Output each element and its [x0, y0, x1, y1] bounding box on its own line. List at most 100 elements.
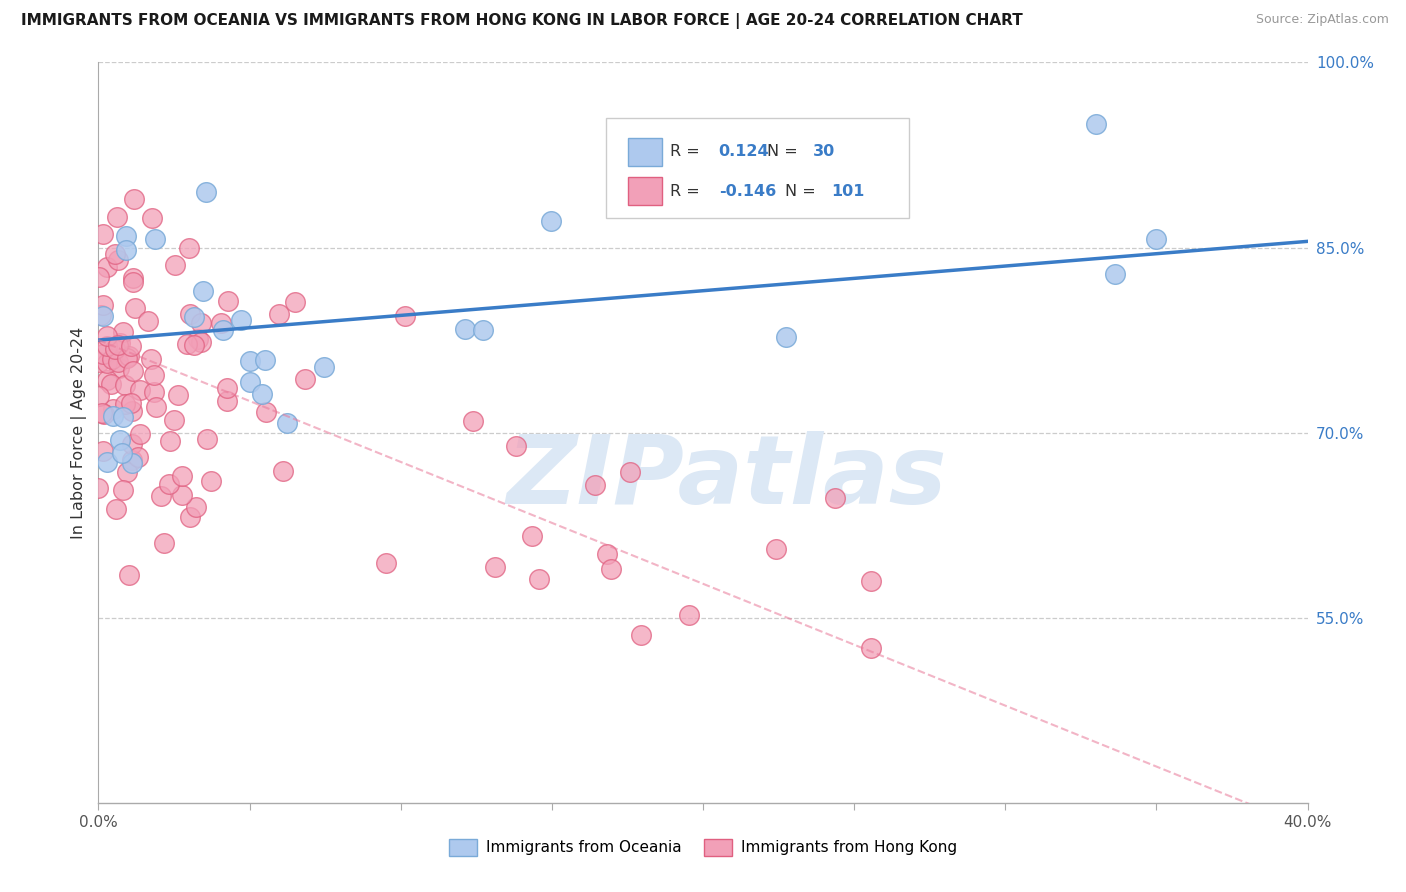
Point	[239, 375, 262, 389]
Point	[110, 336, 132, 351]
Point	[269, 307, 291, 321]
Point	[254, 405, 277, 419]
Text: 101: 101	[831, 184, 865, 199]
Point	[104, 502, 127, 516]
Point	[111, 483, 134, 497]
Point	[211, 323, 233, 337]
Point	[183, 310, 205, 324]
Legend: Immigrants from Oceania, Immigrants from Hong Kong: Immigrants from Oceania, Immigrants from…	[443, 833, 963, 862]
Point	[115, 351, 138, 365]
Point	[118, 350, 141, 364]
Point	[166, 388, 188, 402]
Point	[184, 500, 207, 515]
Point	[127, 450, 149, 464]
Point	[91, 406, 114, 420]
Point	[91, 227, 114, 242]
Point	[145, 400, 167, 414]
Point	[120, 338, 142, 352]
Point	[463, 414, 485, 428]
Text: R =: R =	[671, 145, 706, 160]
Point	[87, 354, 110, 368]
Point	[374, 556, 396, 570]
Point	[136, 314, 159, 328]
Point	[107, 252, 129, 267]
Point	[165, 258, 187, 272]
Point	[103, 409, 125, 423]
Point	[96, 356, 118, 370]
Point	[529, 572, 551, 586]
Point	[121, 453, 143, 467]
Point	[115, 244, 138, 258]
Point	[454, 321, 477, 335]
Point	[472, 322, 495, 336]
Point	[91, 309, 114, 323]
Point	[200, 474, 222, 488]
Point	[121, 457, 143, 471]
Point	[91, 443, 114, 458]
Point	[153, 535, 176, 549]
Point	[215, 393, 238, 408]
Point	[93, 407, 115, 421]
Point	[122, 364, 145, 378]
Point	[254, 352, 277, 367]
Point	[860, 574, 883, 589]
Point	[179, 307, 201, 321]
Point	[115, 465, 138, 479]
Point	[111, 410, 134, 425]
Point	[765, 541, 787, 556]
Point	[121, 404, 143, 418]
Point	[1085, 117, 1108, 131]
Point	[100, 377, 122, 392]
Point	[747, 183, 769, 197]
Point	[87, 481, 110, 495]
Point	[100, 351, 122, 366]
Point	[775, 330, 797, 344]
Point	[104, 247, 127, 261]
Point	[276, 416, 298, 430]
Point	[484, 559, 506, 574]
Point	[141, 211, 163, 225]
Point	[118, 567, 141, 582]
Text: N =: N =	[785, 184, 821, 199]
FancyBboxPatch shape	[628, 177, 662, 205]
Point	[107, 360, 129, 375]
Point	[179, 509, 201, 524]
Point	[108, 433, 131, 447]
Point	[105, 210, 128, 224]
Point	[142, 368, 165, 382]
Point	[96, 260, 118, 274]
Point	[101, 402, 124, 417]
Point	[394, 309, 416, 323]
Point	[630, 628, 652, 642]
Point	[860, 640, 883, 655]
Point	[129, 426, 152, 441]
Point	[540, 213, 562, 227]
Point	[215, 381, 238, 395]
Point	[239, 354, 262, 368]
Point	[619, 465, 641, 479]
Point	[183, 338, 205, 352]
Point	[522, 529, 544, 543]
Point	[122, 271, 145, 285]
Point	[104, 342, 127, 356]
Point	[284, 295, 307, 310]
Point	[115, 229, 138, 244]
Point	[600, 562, 623, 576]
Text: ZIPatlas: ZIPatlas	[508, 431, 948, 524]
Point	[112, 325, 135, 339]
Point	[190, 316, 212, 330]
Point	[596, 547, 619, 561]
FancyBboxPatch shape	[628, 137, 662, 166]
Point	[583, 478, 606, 492]
Point	[159, 434, 181, 448]
Point	[139, 351, 162, 366]
Point	[190, 335, 212, 350]
Text: Source: ZipAtlas.com: Source: ZipAtlas.com	[1256, 13, 1389, 27]
Point	[314, 359, 336, 374]
Point	[678, 608, 700, 623]
Point	[209, 317, 232, 331]
Point	[231, 313, 253, 327]
Text: 30: 30	[813, 145, 835, 160]
Point	[150, 489, 173, 503]
Y-axis label: In Labor Force | Age 20-24: In Labor Force | Age 20-24	[72, 326, 87, 539]
